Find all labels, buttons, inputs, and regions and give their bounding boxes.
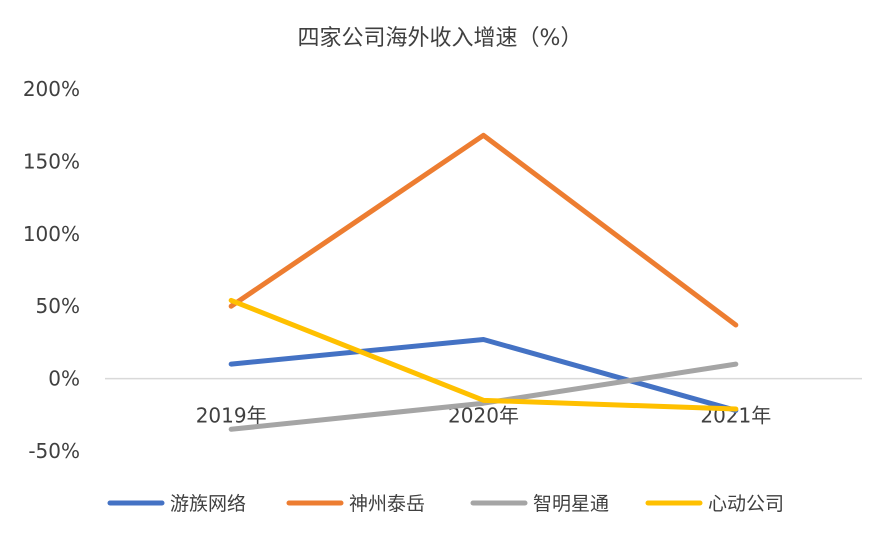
legend-item: 智明星通 bbox=[470, 493, 609, 515]
y-axis: -50% 0% 50% 100% 150% 200% bbox=[23, 77, 80, 463]
y-tick-label: 200% bbox=[23, 77, 80, 101]
x-tick-label: 2019年 bbox=[196, 404, 267, 428]
series-line-2 bbox=[228, 132, 739, 328]
series-line-1 bbox=[228, 337, 739, 413]
y-tick-label: 50% bbox=[36, 294, 80, 318]
series-line-3 bbox=[228, 361, 739, 432]
legend-label: 游族网络 bbox=[170, 493, 246, 515]
x-axis: 2019年 2020年 2021年 bbox=[196, 404, 772, 428]
legend-item: 游族网络 bbox=[107, 493, 246, 515]
legend-label: 心动公司 bbox=[708, 493, 784, 515]
chart-title: 四家公司海外收入增速（%） bbox=[298, 26, 583, 51]
y-tick-label: 100% bbox=[23, 222, 80, 246]
y-tick-label: -50% bbox=[28, 439, 80, 463]
legend-label: 智明星通 bbox=[533, 493, 609, 515]
legend-label: 神州泰岳 bbox=[349, 493, 425, 515]
series-lines bbox=[228, 132, 739, 432]
series-line-4 bbox=[228, 297, 739, 412]
y-tick-label: 150% bbox=[23, 149, 80, 173]
legend-item: 心动公司 bbox=[645, 493, 784, 515]
y-tick-label: 0% bbox=[48, 367, 80, 391]
legend-item: 神州泰岳 bbox=[286, 493, 425, 515]
legend: 游族网络 神州泰岳 智明星通 心动公司 bbox=[107, 493, 784, 515]
